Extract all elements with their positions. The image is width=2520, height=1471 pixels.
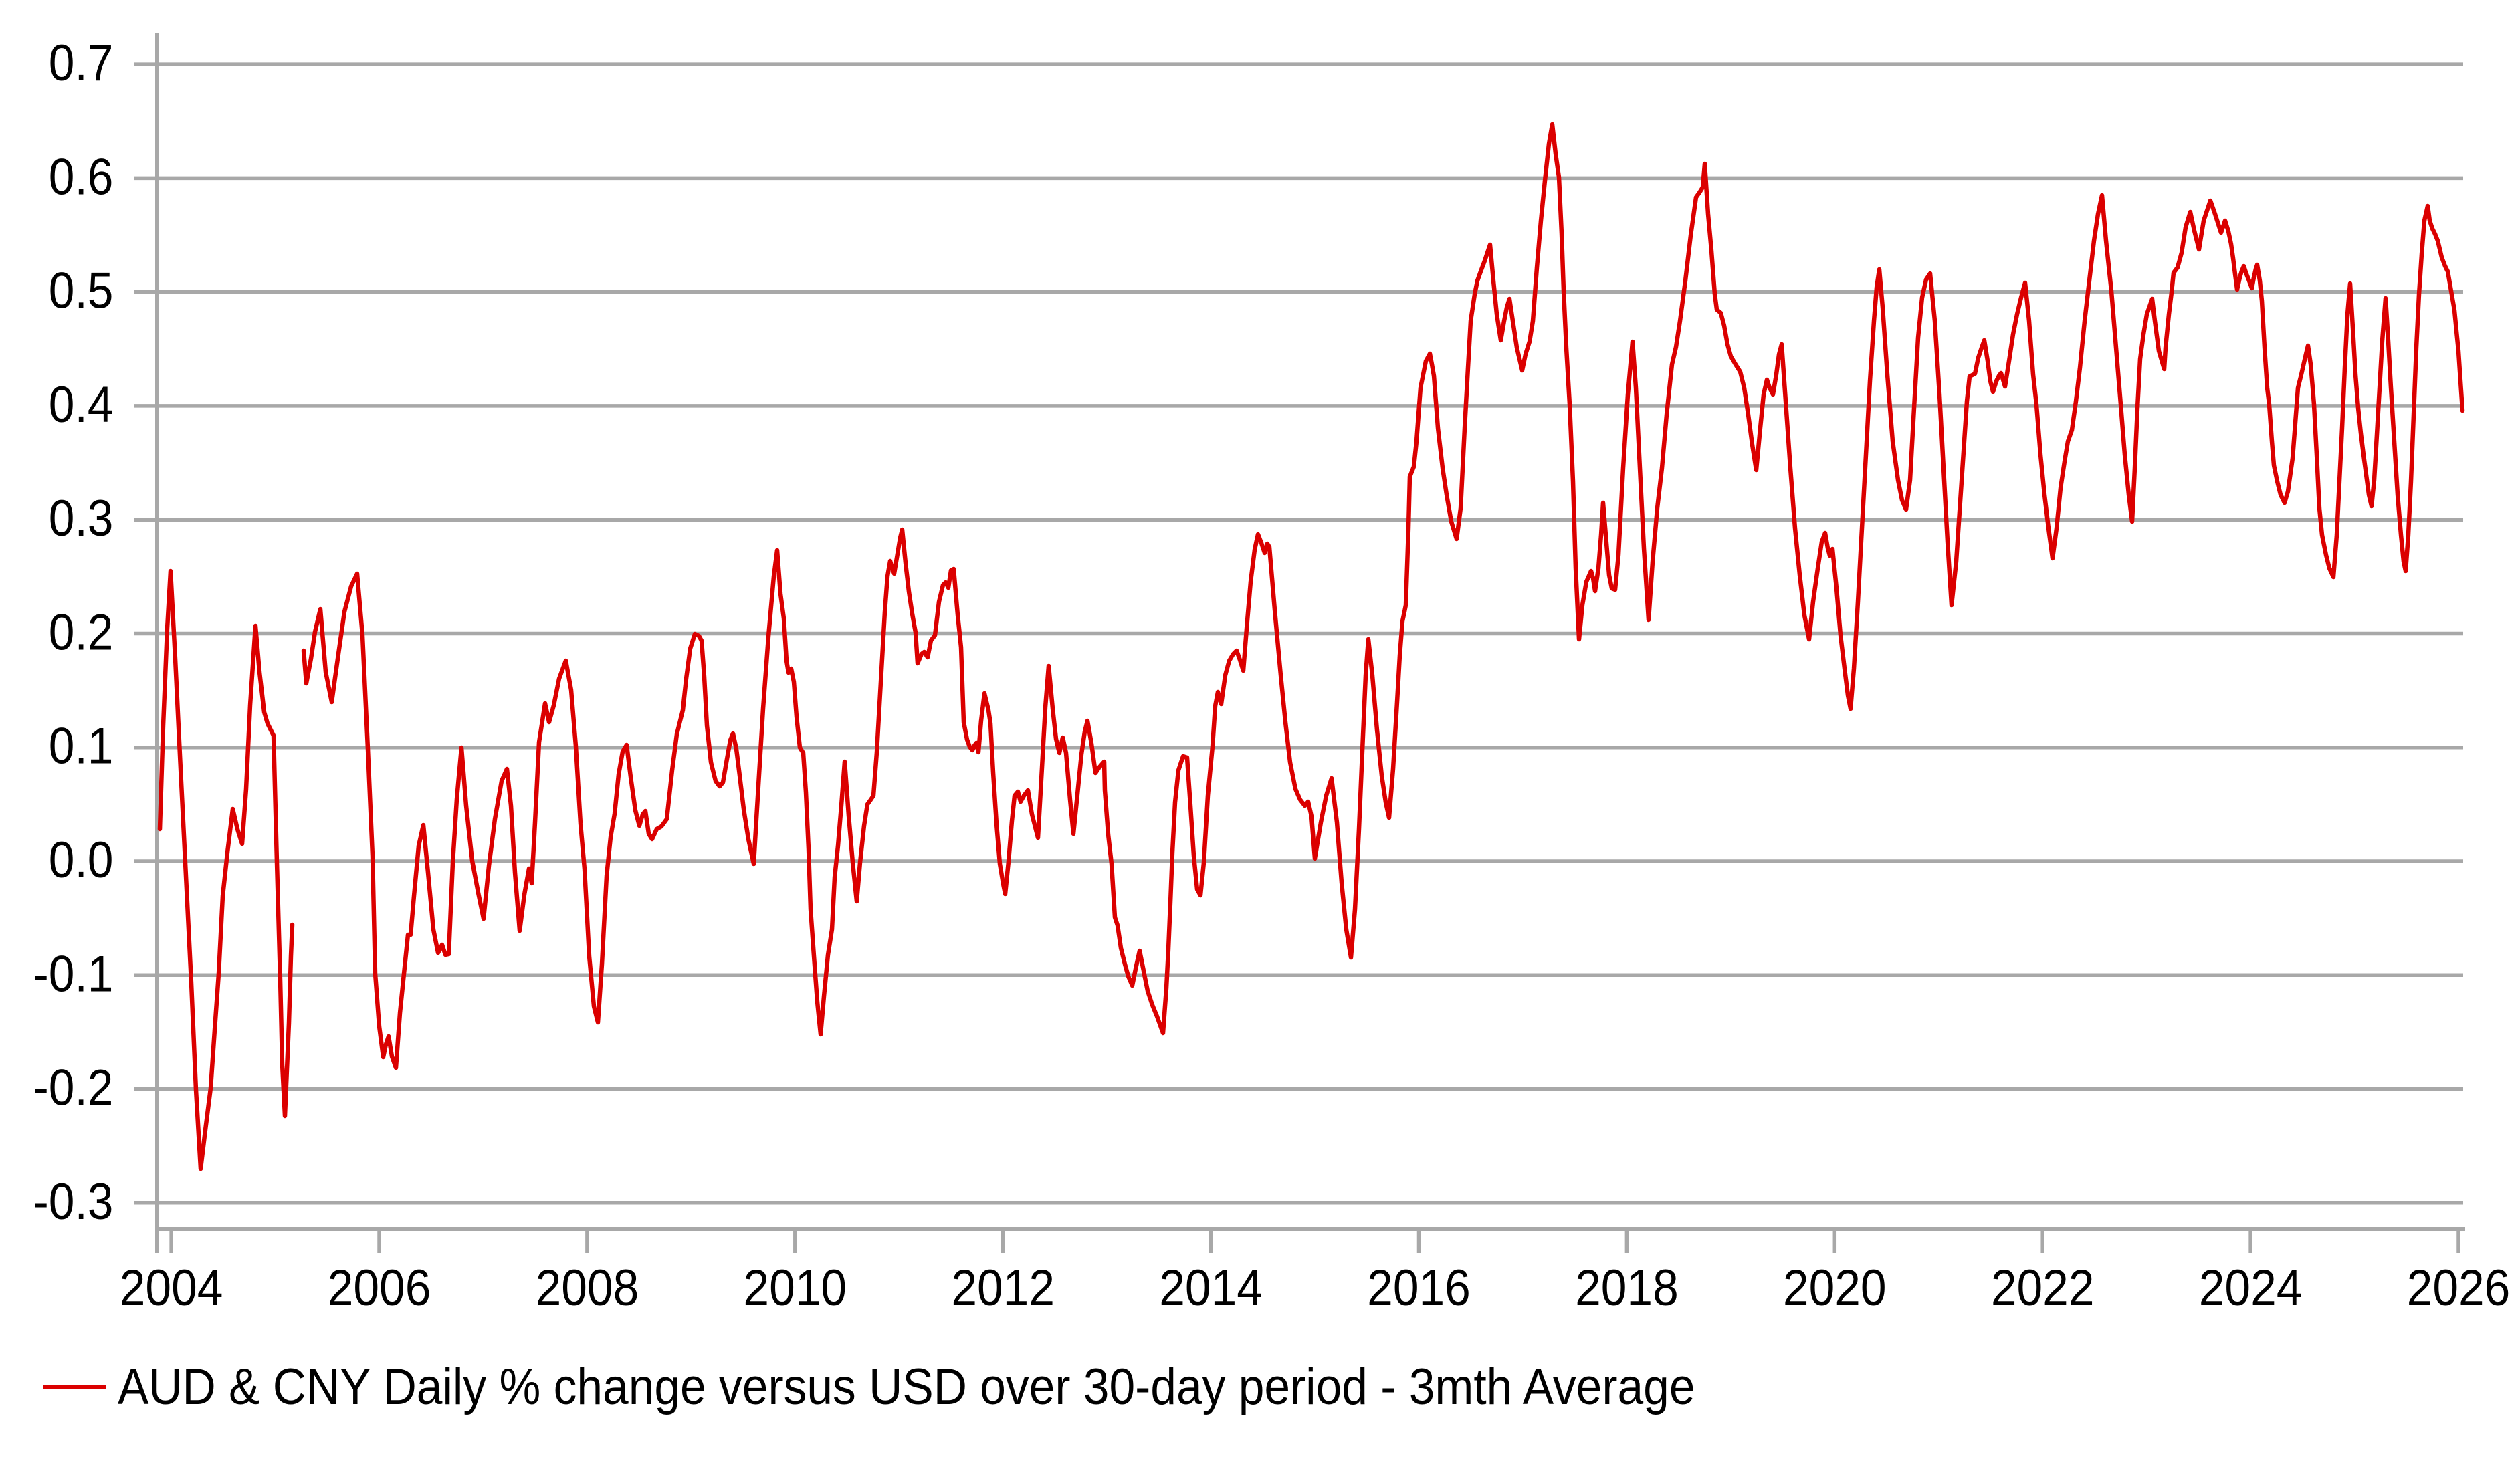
svg-text:0.7: 0.7 (49, 35, 114, 92)
svg-text:2018: 2018 (1575, 1260, 1679, 1317)
svg-text:-0.3: -0.3 (33, 1173, 114, 1230)
svg-text:2012: 2012 (951, 1260, 1055, 1317)
svg-text:0.5: 0.5 (49, 263, 114, 320)
svg-text:2020: 2020 (1783, 1260, 1887, 1317)
svg-text:0.4: 0.4 (49, 376, 114, 433)
svg-text:0.2: 0.2 (49, 604, 114, 661)
svg-text:2006: 2006 (328, 1260, 431, 1317)
svg-text:2014: 2014 (1159, 1260, 1263, 1317)
svg-text:2022: 2022 (1991, 1260, 2095, 1317)
svg-text:2026: 2026 (2407, 1260, 2511, 1317)
svg-text:0.3: 0.3 (49, 490, 114, 547)
svg-text:AUD & CNY Daily % change versu: AUD & CNY Daily % change versus USD over… (118, 1359, 1695, 1416)
svg-text:0.1: 0.1 (49, 718, 114, 775)
svg-text:0.6: 0.6 (49, 149, 114, 206)
svg-text:-0.1: -0.1 (33, 945, 114, 1002)
svg-text:2010: 2010 (743, 1260, 847, 1317)
svg-text:2008: 2008 (536, 1260, 639, 1317)
svg-text:0.0: 0.0 (49, 832, 114, 889)
svg-text:2016: 2016 (1367, 1260, 1471, 1317)
svg-text:2004: 2004 (120, 1260, 223, 1317)
svg-text:-0.2: -0.2 (33, 1060, 114, 1117)
svg-text:2024: 2024 (2199, 1260, 2303, 1317)
